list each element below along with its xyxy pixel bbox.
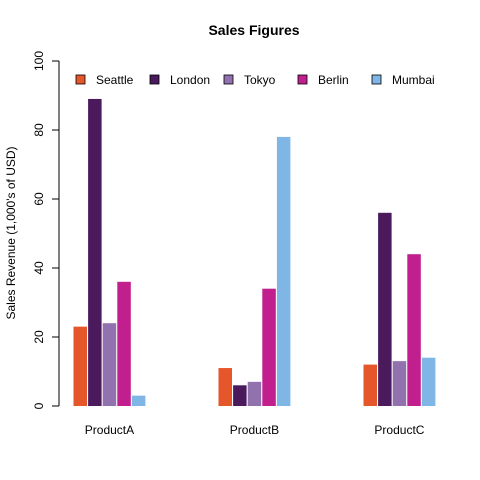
legend-label-london: London (170, 73, 210, 87)
bar-berlin-productb (262, 288, 276, 406)
bar-berlin-productc (407, 254, 421, 406)
bar-london-producta (88, 98, 102, 406)
y-tick-label: 100 (32, 51, 46, 71)
legend-swatch-london (149, 74, 160, 85)
bar-mumbai-productc (421, 357, 436, 406)
y-tick-label: 0 (32, 402, 46, 409)
legend-label-tokyo: Tokyo (244, 73, 276, 87)
legend-label-mumbai: Mumbai (392, 73, 435, 87)
x-tick-label: ProductB (230, 423, 279, 437)
bar-seattle-productc (363, 364, 377, 406)
legend-swatch-seattle (75, 74, 86, 85)
bar-mumbai-productb (276, 136, 291, 406)
legend-swatch-mumbai (371, 74, 382, 85)
bars (73, 98, 436, 406)
y-tick-label: 20 (32, 330, 46, 344)
bar-tokyo-producta (102, 323, 117, 406)
x-tick-label: ProductC (374, 423, 424, 437)
bar-seattle-productb (218, 368, 232, 406)
legend-label-seattle: Seattle (96, 73, 134, 87)
bar-london-productc (378, 212, 392, 406)
chart-title: Sales Figures (208, 22, 299, 38)
bar-berlin-producta (117, 281, 131, 406)
y-axis-label: Sales Revenue (1,000's of USD) (4, 146, 18, 319)
bar-tokyo-productc (392, 361, 407, 406)
bar-london-productb (233, 385, 247, 406)
bar-tokyo-productb (247, 381, 262, 406)
bar-seattle-producta (73, 326, 87, 406)
y-tick-label: 80 (32, 123, 46, 137)
bar-mumbai-producta (131, 395, 146, 406)
legend-swatch-berlin (297, 74, 308, 85)
x-tick-label: ProductA (85, 423, 134, 437)
legend-label-berlin: Berlin (318, 73, 349, 87)
x-axis: ProductA ProductB ProductC (85, 423, 425, 437)
legend: Seattle London Tokyo Berlin Mumbai (75, 73, 435, 87)
legend-swatch-tokyo (223, 74, 234, 85)
y-tick-label: 60 (32, 192, 46, 206)
y-axis: 0 20 40 60 80 100 (32, 51, 60, 409)
y-tick-label: 40 (32, 261, 46, 275)
